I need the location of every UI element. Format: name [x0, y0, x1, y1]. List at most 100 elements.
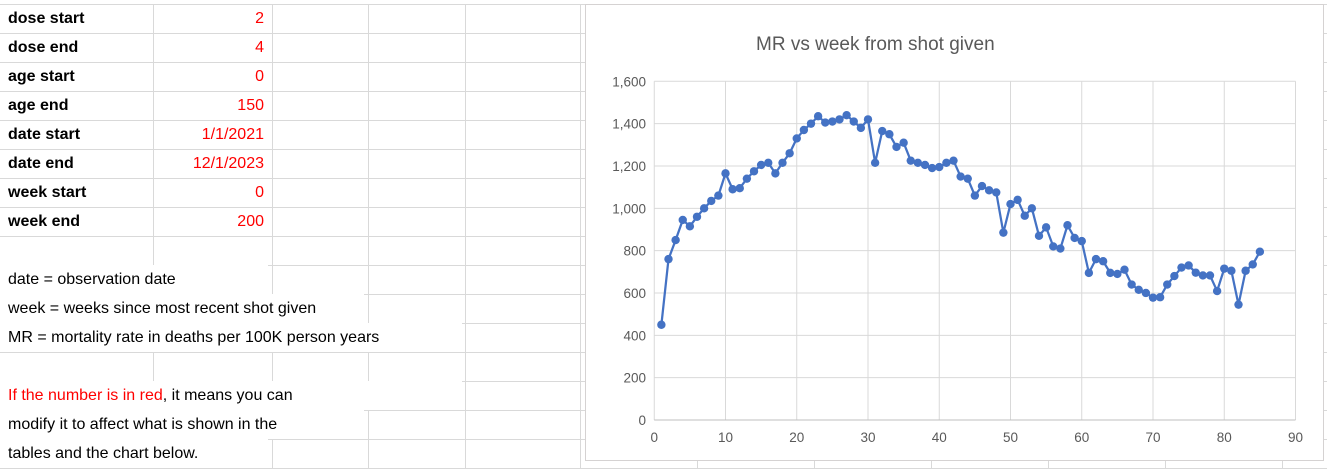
data-point-week-63[interactable]: [1098, 257, 1108, 266]
param-label-date-start[interactable]: date start: [8, 126, 81, 143]
data-point-week-56[interactable]: [1049, 242, 1058, 251]
data-point-week-34[interactable]: [892, 142, 901, 152]
data-point-week-40[interactable]: [935, 162, 944, 172]
param-value-age-start[interactable]: 0: [255, 68, 264, 85]
param-value-dose-start[interactable]: 2: [255, 10, 264, 27]
param-label-date-end[interactable]: date end: [8, 155, 74, 172]
data-point-week-2[interactable]: [664, 254, 673, 264]
data-point-week-80[interactable]: [1220, 264, 1229, 273]
param-value-age-end[interactable]: 150: [237, 97, 264, 114]
data-point-week-67[interactable]: [1127, 280, 1136, 289]
data-point-week-84[interactable]: [1248, 260, 1257, 269]
param-value-week-start[interactable]: 0: [255, 184, 264, 201]
param-label-week-start[interactable]: week start: [8, 184, 87, 201]
param-value-date-start[interactable]: 1/1/2021: [201, 126, 264, 143]
data-point-week-5[interactable]: [685, 222, 695, 231]
data-point-week-11[interactable]: [728, 185, 737, 194]
x-axis-tick-labels[interactable]: 0 10 20 30 40 50 60 70 80 90: [650, 430, 1303, 445]
data-point-week-65[interactable]: [1113, 269, 1122, 279]
data-point-week-46[interactable]: [977, 181, 987, 191]
param-value-week-end[interactable]: 200: [237, 213, 264, 230]
data-point-week-4[interactable]: [678, 215, 687, 225]
data-point-week-81[interactable]: [1227, 266, 1236, 275]
data-point-week-74[interactable]: [1177, 263, 1186, 272]
data-point-week-77[interactable]: [1198, 271, 1208, 280]
data-point-week-72[interactable]: [1163, 280, 1172, 289]
data-point-week-41[interactable]: [942, 158, 951, 167]
data-point-week-16[interactable]: [764, 158, 773, 167]
data-point-week-26[interactable]: [835, 115, 844, 124]
data-point-week-10[interactable]: [721, 169, 730, 178]
data-point-week-53[interactable]: [1027, 204, 1037, 213]
data-point-week-13[interactable]: [742, 174, 752, 183]
data-point-week-15[interactable]: [756, 160, 766, 170]
data-point-week-32[interactable]: [878, 126, 887, 136]
data-point-week-45[interactable]: [970, 191, 980, 200]
data-point-week-59[interactable]: [1070, 233, 1079, 243]
data-point-week-50[interactable]: [1006, 199, 1015, 209]
data-point-week-36[interactable]: [906, 156, 915, 165]
data-point-week-68[interactable]: [1134, 285, 1143, 295]
data-point-week-3[interactable]: [671, 235, 680, 245]
data-point-week-23[interactable]: [813, 112, 823, 121]
data-point-week-61[interactable]: [1084, 268, 1094, 278]
data-point-week-21[interactable]: [799, 125, 809, 135]
data-point-week-42[interactable]: [949, 156, 958, 165]
data-point-week-64[interactable]: [1106, 268, 1115, 278]
data-point-week-55[interactable]: [1041, 223, 1051, 232]
data-point-week-71[interactable]: [1155, 293, 1165, 302]
data-point-week-57[interactable]: [1056, 244, 1065, 253]
data-point-week-38[interactable]: [920, 160, 930, 170]
data-point-week-20[interactable]: [792, 134, 801, 143]
data-point-week-9[interactable]: [714, 191, 723, 200]
data-point-week-54[interactable]: [1034, 231, 1044, 241]
data-point-week-7[interactable]: [699, 204, 709, 213]
data-point-week-58[interactable]: [1063, 221, 1072, 230]
definition-note-0[interactable]: date = observation date: [0, 265, 268, 294]
data-point-week-82[interactable]: [1234, 300, 1243, 309]
data-point-week-43[interactable]: [956, 172, 965, 181]
data-point-week-66[interactable]: [1120, 265, 1129, 274]
data-point-week-44[interactable]: [963, 174, 972, 183]
data-point-week-49[interactable]: [999, 228, 1008, 237]
data-point-week-76[interactable]: [1191, 268, 1200, 277]
chart-mr-vs-week[interactable]: 0 200 400 600 800 1,000 1,200 1,400 1,600 0 10 20 30…: [585, 4, 1324, 461]
data-point-week-24[interactable]: [821, 118, 830, 127]
data-point-week-37[interactable]: [913, 158, 923, 167]
warning-line-3[interactable]: tables and the chart below.: [0, 439, 268, 468]
warning-line-1[interactable]: If the number is in red, it means you ca…: [0, 381, 462, 410]
param-value-date-end[interactable]: 12/1/2023: [192, 155, 264, 172]
param-label-dose-start[interactable]: dose start: [8, 10, 85, 27]
definition-note-2[interactable]: MR = mortality rate in deaths per 100K p…: [0, 323, 462, 352]
data-point-week-85[interactable]: [1255, 247, 1265, 256]
data-point-week-47[interactable]: [984, 186, 994, 195]
data-point-week-62[interactable]: [1091, 254, 1101, 264]
data-point-week-28[interactable]: [849, 117, 858, 126]
data-point-week-48[interactable]: [992, 188, 1001, 197]
data-point-week-1[interactable]: [657, 320, 666, 329]
data-point-week-69[interactable]: [1141, 288, 1151, 298]
data-point-week-60[interactable]: [1077, 236, 1086, 246]
data-point-week-83[interactable]: [1241, 266, 1250, 275]
data-point-week-25[interactable]: [828, 117, 837, 126]
definition-note-1[interactable]: week = weeks since most recent shot give…: [0, 294, 364, 323]
chart-title[interactable]: MR vs week from shot given: [756, 34, 995, 55]
data-point-week-18[interactable]: [778, 158, 787, 167]
data-point-week-29[interactable]: [856, 123, 866, 133]
data-point-week-31[interactable]: [870, 158, 880, 167]
data-point-week-8[interactable]: [707, 196, 716, 206]
data-point-week-22[interactable]: [806, 119, 816, 128]
data-point-week-35[interactable]: [899, 138, 908, 147]
data-point-week-51[interactable]: [1013, 195, 1022, 205]
data-point-week-52[interactable]: [1020, 211, 1029, 220]
param-value-dose-end[interactable]: 4: [255, 39, 264, 56]
data-point-week-33[interactable]: [885, 130, 894, 139]
data-point-week-19[interactable]: [785, 149, 794, 158]
data-point-week-39[interactable]: [927, 163, 937, 173]
data-point-week-14[interactable]: [749, 167, 759, 176]
warning-line-2[interactable]: modify it to affect what is shown in the: [0, 410, 364, 439]
data-point-week-73[interactable]: [1170, 271, 1179, 281]
param-label-dose-end[interactable]: dose end: [8, 39, 79, 56]
data-point-week-75[interactable]: [1184, 261, 1193, 270]
param-label-age-start[interactable]: age start: [8, 68, 75, 85]
